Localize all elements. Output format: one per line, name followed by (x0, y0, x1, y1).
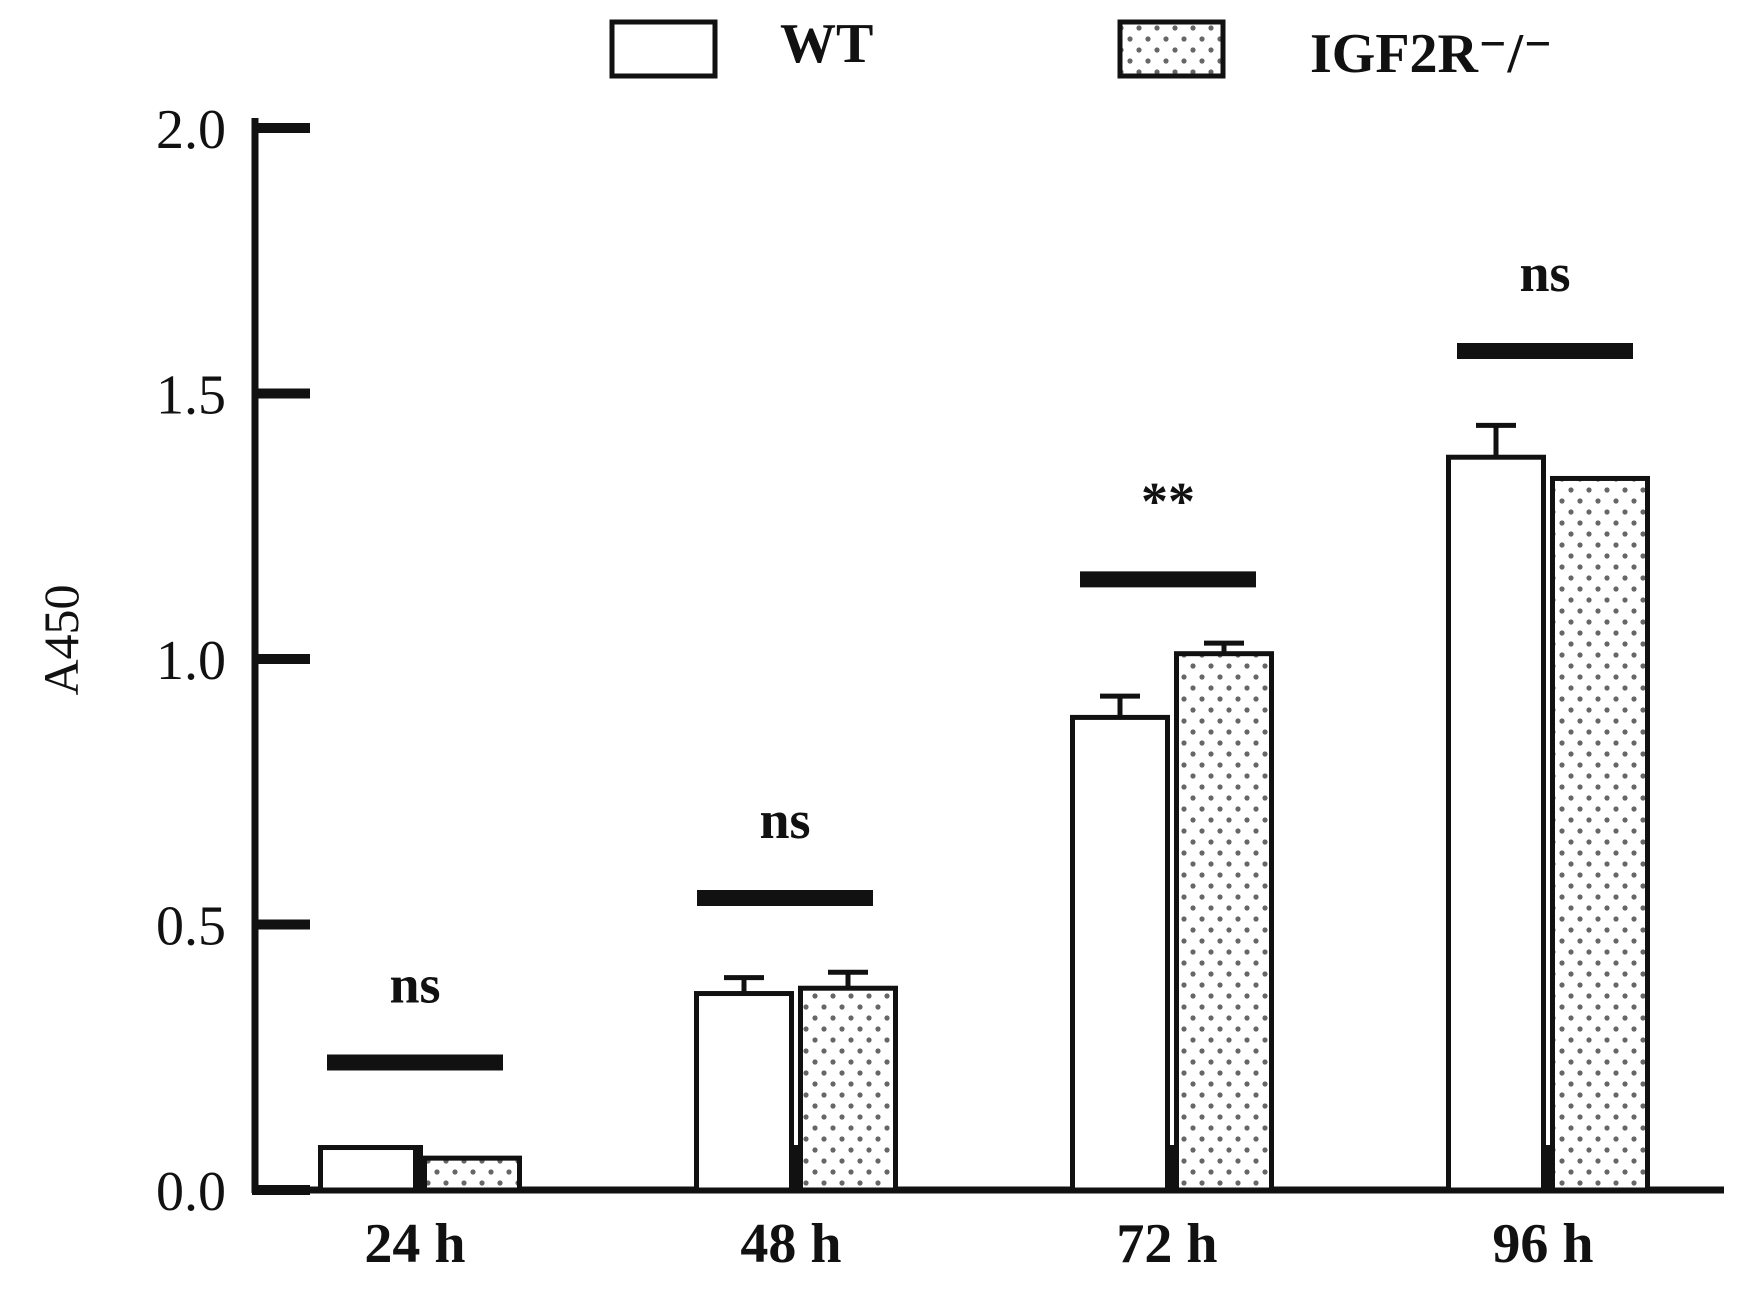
y-axis-label: A450 (33, 584, 89, 695)
y-tick-label: 1.0 (156, 630, 226, 692)
y-ticks: 0.0 0.5 1.0 1.5 2.0 (156, 99, 310, 1223)
significance-label: ns (759, 790, 810, 850)
legend-label-igf2r: IGF2R⁻/⁻ (1310, 23, 1553, 85)
legend-label-wt: WT (780, 13, 873, 75)
bar-wt (1446, 454, 1546, 1193)
bar-igf2r (1550, 475, 1650, 1193)
bar-wt (1070, 714, 1170, 1193)
legend-swatch-igf2r (1117, 19, 1226, 79)
y-tick-label: 1.5 (156, 365, 226, 427)
y-tick-label: 0.0 (156, 1161, 226, 1223)
x-tick-label: 72 h (1116, 1213, 1217, 1275)
bar-wt (318, 1145, 418, 1193)
x-ticks: 24 h 48 h 72 h 96 h (364, 1145, 1594, 1275)
y-tick-label: 0.5 (156, 896, 226, 958)
x-tick-label: 96 h (1492, 1213, 1593, 1275)
significance-label: ns (1519, 243, 1570, 303)
bar-wt (694, 991, 794, 1193)
x-tick-label: 48 h (740, 1213, 841, 1275)
significance-label: ** (1141, 471, 1195, 531)
legend: WT IGF2R⁻/⁻ (609, 13, 1553, 85)
bars (318, 422, 1650, 1193)
bar-igf2r (798, 985, 898, 1193)
significance-annotations: ns ns ** ns (327, 243, 1633, 1071)
x-tick-label: 24 h (364, 1213, 465, 1275)
legend-swatch-wt (609, 19, 718, 79)
bar-igf2r (422, 1155, 522, 1193)
y-tick-label: 2.0 (156, 99, 226, 161)
bar-igf2r (1174, 651, 1274, 1193)
significance-label: ns (389, 955, 440, 1015)
